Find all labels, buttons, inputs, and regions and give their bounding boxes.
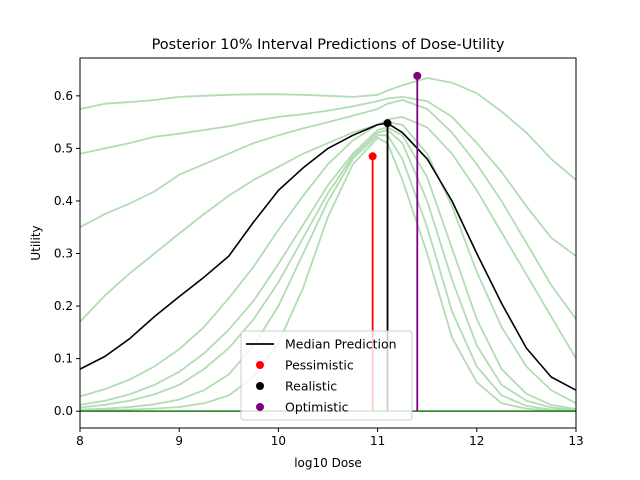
- x-tick-label-9: 9: [175, 434, 183, 448]
- legend-swatch-realistic: [256, 382, 264, 390]
- realistic-marker: [383, 119, 392, 128]
- x-tick-label-8: 8: [76, 434, 84, 448]
- median-line-group: [79, 122, 577, 391]
- quantile-line-3: [79, 129, 577, 411]
- chart-title: Posterior 10% Interval Predictions of Do…: [152, 37, 505, 53]
- y-tick-label-0.0: 0.0: [54, 404, 73, 418]
- x-tick-label-12: 12: [469, 434, 484, 448]
- y-tick-label-0.5: 0.5: [54, 141, 73, 155]
- quantile-line-9: [79, 77, 577, 181]
- legend-label-optimistic: Optimistic: [285, 400, 349, 415]
- quantile-line-4: [79, 126, 577, 410]
- legend-swatch-pessimistic: [256, 361, 264, 369]
- x-tick-label-11: 11: [370, 434, 385, 448]
- y-tick-label-0.3: 0.3: [54, 247, 73, 261]
- optimistic-marker: [413, 71, 422, 80]
- plot-area: [79, 57, 577, 429]
- quantile-line-8: [79, 96, 577, 257]
- legend-entries: Median Prediction Pessimistic Realistic Opt…: [246, 337, 397, 415]
- legend-swatch-optimistic: [256, 403, 264, 411]
- legend-label-median-prediction: Median Prediction: [285, 337, 397, 352]
- x-tick-label-10: 10: [271, 434, 286, 448]
- quantile-line-7: [79, 99, 577, 320]
- quantile-line-2: [79, 134, 577, 412]
- legend-label-realistic: Realistic: [285, 379, 337, 394]
- quantile-line-6: [79, 116, 577, 360]
- x-tick-label-13: 13: [568, 434, 583, 448]
- x-axis-label: log10 Dose: [294, 456, 362, 470]
- quantile-lines: [79, 77, 577, 413]
- quantile-line-1: [79, 136, 577, 413]
- y-axis-label: Utility: [29, 225, 43, 260]
- y-tick-label-0.1: 0.1: [54, 352, 73, 366]
- legend-box: [240, 330, 413, 421]
- plot-frame: [79, 57, 577, 429]
- y-tick-label-0.6: 0.6: [54, 89, 73, 103]
- x-axis: 8 9 10 11 12 13: [76, 428, 584, 448]
- median-prediction-line: [79, 122, 577, 391]
- y-axis: 0.0 0.1 0.2 0.3 0.4 0.5 0.6: [54, 89, 80, 418]
- legend-label-pessimistic: Pessimistic: [285, 358, 354, 373]
- y-tick-label-0.2: 0.2: [54, 299, 73, 313]
- pessimistic-marker: [368, 152, 377, 161]
- legend: Median Prediction Pessimistic Realistic Opt…: [240, 330, 413, 421]
- y-tick-label-0.4: 0.4: [54, 194, 73, 208]
- quantile-line-5: [79, 121, 577, 405]
